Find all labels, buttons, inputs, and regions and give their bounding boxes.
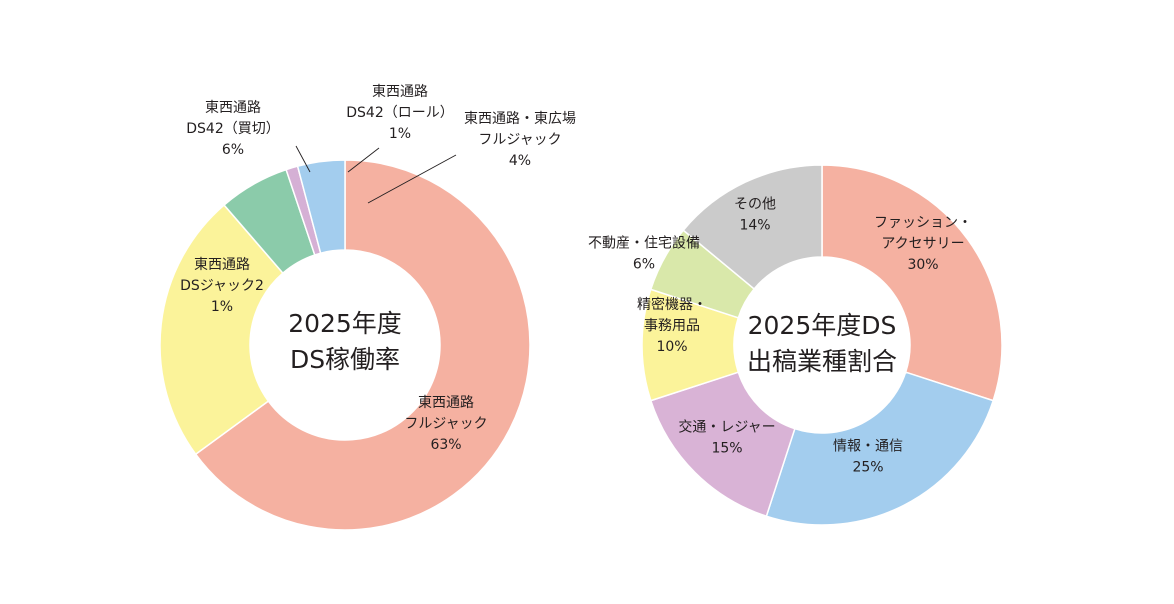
slice-percent: 63%	[430, 437, 461, 453]
slice-1	[194, 159, 531, 531]
slice-name: 東西通路	[372, 84, 428, 100]
slice-name: フルジャック	[404, 416, 487, 432]
slice-label-4: 東西通路 DS42（ロール） 1%	[346, 84, 453, 142]
slice-percent: 14%	[739, 218, 770, 234]
slice-percent: 6%	[633, 257, 655, 273]
slice-5	[296, 159, 346, 255]
slice-label-1: ファッション・アクセサリー 30%	[874, 215, 972, 273]
chart-title-line-2: 出稿業種割合	[747, 347, 897, 376]
slice-1	[821, 164, 1003, 402]
leader-line-5	[367, 154, 457, 204]
slice-2	[159, 203, 284, 456]
slice-name: 東西通路	[418, 395, 474, 411]
slice-percent: 30%	[907, 257, 938, 273]
slice-label-4: 精密機器・事務用品 10%	[637, 296, 707, 355]
chart-title-line-2: DS稼働率	[290, 345, 400, 374]
slice-name: 不動産・住宅設備	[588, 236, 700, 252]
slice-2	[765, 371, 995, 526]
slice-name: 東西通路・東広場	[464, 111, 576, 127]
leader-line-3	[295, 145, 311, 173]
slice-name: 情報・通信	[833, 439, 903, 455]
chart-title-line-1: 2025年度DS	[748, 311, 897, 340]
slice-percent: 1%	[389, 126, 411, 142]
slice-percent: 15%	[711, 441, 742, 457]
slice-name: フルジャック	[478, 132, 561, 148]
slice-label-1: 東西通路フルジャック 63%	[404, 395, 487, 453]
slice-percent: 25%	[852, 460, 883, 476]
slice-name: その他	[734, 197, 776, 213]
slice-label-2: 情報・通信 25%	[833, 439, 903, 476]
slice-percent: 6%	[222, 142, 244, 158]
slice-name: ファッション・	[874, 215, 972, 231]
donut-chart-1: 東西通路フルジャック 63%東西通路 DSジャック2 1%東西通路 DS42（買切） 6%…	[159, 84, 576, 531]
leader-line-4	[347, 147, 380, 173]
slice-label-3: 交通・レジャー 15%	[678, 419, 775, 457]
donut-chart-2: ファッション・アクセサリー 30% 情報・通信 25% 交通・レジャー 15% 精密機器・事…	[588, 164, 1003, 526]
slice-name: アクセサリー	[881, 236, 964, 252]
slice-label-3: 東西通路 DS42（買切） 6%	[186, 100, 279, 158]
chart-title-line-1: 2025年度	[288, 309, 402, 338]
slice-percent: 10%	[656, 339, 687, 355]
slice-6	[682, 164, 823, 290]
slice-name: 精密機器・	[637, 296, 707, 313]
slice-name: DSジャック2	[180, 278, 264, 294]
slice-name: 東西通路	[205, 100, 261, 116]
slice-label-5: 東西通路・東広場フルジャック 4%	[464, 111, 576, 169]
slice-name: 事務用品	[644, 318, 700, 334]
slice-name: DS42（ロール）	[346, 105, 453, 121]
slice-name: DS42（買切）	[186, 121, 279, 137]
slice-name: 東西通路	[194, 257, 250, 273]
slice-percent: 4%	[509, 153, 531, 169]
slice-3	[649, 371, 796, 518]
slice-label-6: その他 14%	[734, 197, 776, 234]
slice-label-5: 不動産・住宅設備 6%	[588, 236, 700, 273]
slice-label-2: 東西通路 DSジャック2 1%	[180, 257, 264, 315]
slice-name: 交通・レジャー	[678, 419, 775, 436]
slice-percent: 1%	[211, 299, 233, 315]
